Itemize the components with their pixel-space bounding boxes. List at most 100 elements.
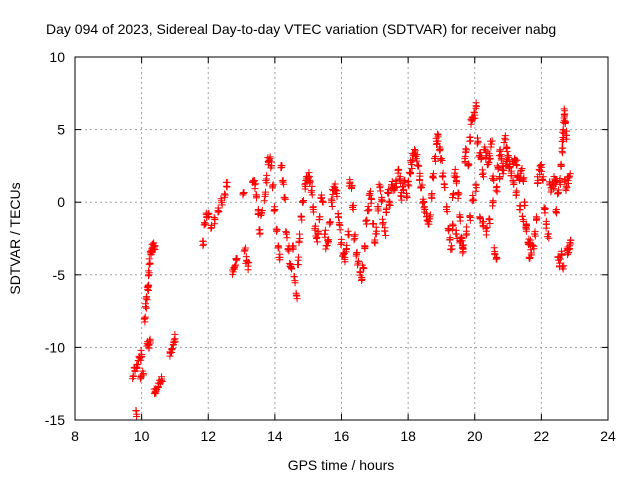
data-point bbox=[520, 198, 528, 206]
data-point bbox=[257, 208, 265, 216]
data-point bbox=[360, 264, 368, 272]
data-point bbox=[131, 367, 139, 375]
data-point bbox=[261, 190, 269, 198]
data-point bbox=[395, 175, 403, 183]
data-point bbox=[429, 173, 437, 181]
data-point bbox=[553, 178, 561, 186]
data-point bbox=[308, 182, 316, 190]
data-point bbox=[469, 191, 477, 199]
data-point bbox=[137, 356, 145, 364]
data-point bbox=[543, 233, 551, 241]
y-tick-label: 0 bbox=[57, 194, 65, 210]
data-point bbox=[411, 146, 419, 154]
data-point bbox=[426, 215, 434, 223]
data-point bbox=[456, 213, 464, 221]
data-point bbox=[416, 176, 424, 184]
x-tick-label: 22 bbox=[534, 428, 550, 444]
data-point bbox=[453, 179, 461, 187]
data-point bbox=[451, 173, 459, 181]
data-point bbox=[446, 236, 454, 244]
data-point bbox=[335, 220, 343, 228]
data-point bbox=[430, 174, 438, 182]
data-point bbox=[279, 178, 287, 186]
data-point bbox=[263, 179, 271, 187]
data-point bbox=[518, 165, 526, 172]
data-point bbox=[150, 239, 158, 247]
data-point bbox=[258, 207, 266, 215]
data-point bbox=[487, 140, 495, 148]
data-point bbox=[145, 267, 153, 275]
y-tick-label: -15 bbox=[45, 412, 65, 428]
data-point bbox=[454, 194, 462, 202]
data-point bbox=[222, 178, 230, 186]
data-point bbox=[281, 193, 289, 201]
data-point bbox=[560, 105, 568, 113]
data-point bbox=[142, 304, 150, 312]
data-point bbox=[241, 246, 249, 254]
data-point bbox=[550, 185, 558, 193]
data-point bbox=[300, 197, 308, 205]
data-point bbox=[268, 158, 276, 166]
data-point bbox=[479, 173, 487, 181]
data-point bbox=[252, 191, 260, 199]
data-point bbox=[200, 240, 208, 248]
y-axis-title: SDTVAR / TECUs bbox=[7, 182, 23, 294]
data-point bbox=[482, 231, 490, 239]
x-tick-label: 10 bbox=[134, 428, 150, 444]
plot-frame bbox=[74, 56, 609, 421]
data-point bbox=[313, 234, 321, 242]
data-point bbox=[560, 111, 568, 119]
data-point bbox=[461, 153, 469, 161]
data-point bbox=[536, 162, 544, 170]
data-point bbox=[399, 183, 407, 191]
data-point bbox=[376, 182, 384, 190]
data-point bbox=[492, 186, 500, 194]
data-point bbox=[143, 283, 151, 291]
data-point bbox=[283, 234, 291, 242]
data-point bbox=[372, 223, 380, 231]
data-point bbox=[202, 220, 210, 228]
data-point bbox=[244, 266, 252, 274]
data-point bbox=[221, 191, 229, 199]
data-point bbox=[440, 180, 448, 188]
data-point bbox=[491, 250, 499, 258]
data-point bbox=[378, 197, 386, 205]
data-point bbox=[407, 168, 415, 176]
data-point bbox=[417, 183, 425, 191]
data-point bbox=[564, 251, 572, 259]
data-point bbox=[136, 375, 144, 383]
data-point bbox=[282, 228, 290, 236]
data-point bbox=[293, 295, 301, 303]
data-point bbox=[414, 161, 422, 169]
x-tick-label: 16 bbox=[334, 428, 350, 444]
data-point bbox=[471, 114, 479, 122]
data-point bbox=[137, 346, 145, 354]
data-point bbox=[454, 189, 462, 197]
data-point bbox=[465, 161, 473, 169]
data-point bbox=[472, 187, 480, 195]
data-point bbox=[451, 165, 459, 173]
data-point bbox=[438, 157, 446, 165]
data-point bbox=[559, 126, 567, 134]
data-point bbox=[251, 185, 259, 193]
data-point bbox=[290, 273, 298, 281]
data-point bbox=[386, 202, 394, 210]
data-point bbox=[552, 208, 560, 216]
data-point bbox=[527, 251, 535, 259]
data-point bbox=[350, 236, 358, 244]
data-point bbox=[467, 120, 475, 128]
data-point bbox=[403, 192, 411, 200]
data-point bbox=[385, 200, 393, 208]
data-point bbox=[533, 214, 541, 222]
data-point bbox=[260, 197, 268, 205]
data-point bbox=[158, 375, 166, 383]
data-point bbox=[286, 260, 294, 268]
data-point bbox=[497, 156, 505, 164]
data-point bbox=[256, 229, 264, 237]
data-point bbox=[367, 187, 375, 195]
data-point bbox=[207, 221, 215, 229]
data-point bbox=[356, 269, 364, 277]
data-point bbox=[157, 378, 165, 386]
data-point bbox=[365, 207, 373, 215]
data-point bbox=[215, 207, 223, 215]
